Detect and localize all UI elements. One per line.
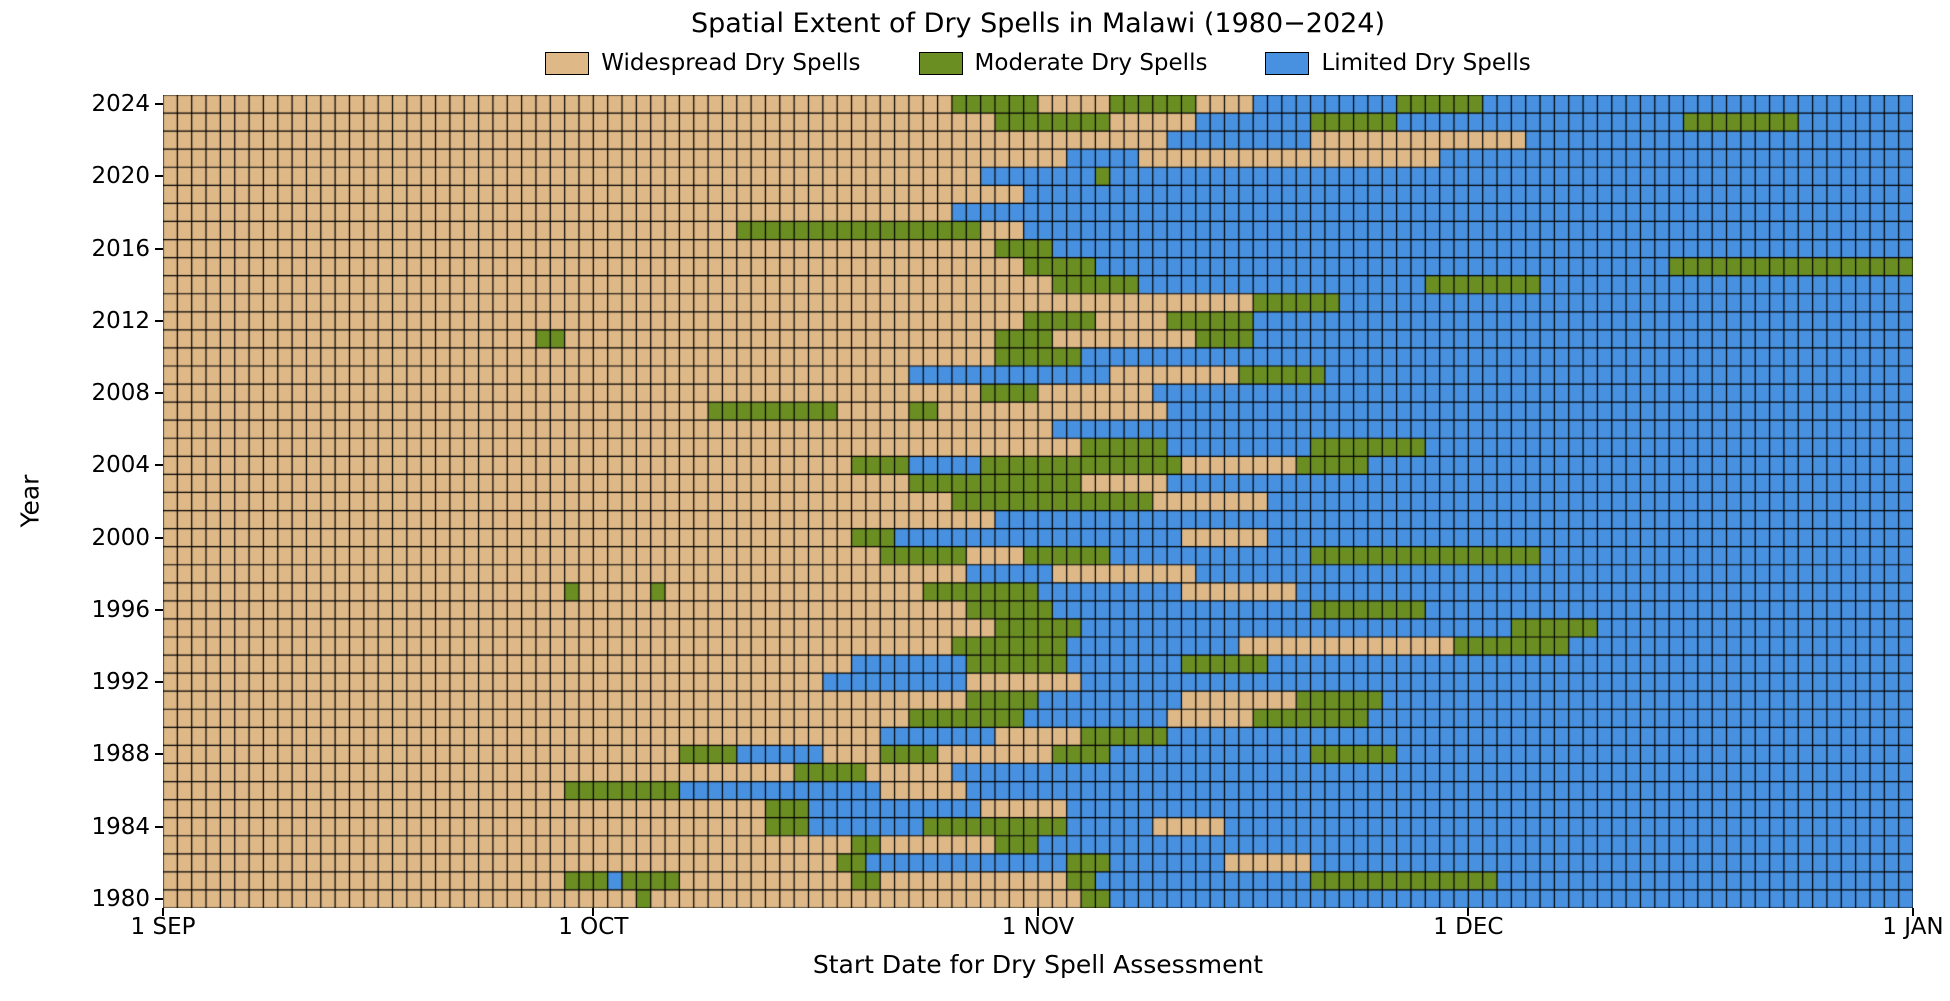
moderate-swatch-icon xyxy=(918,51,963,75)
y-tick-label: 1980 xyxy=(91,885,150,912)
x-tick-mark xyxy=(1467,908,1470,916)
legend-item-limited: Limited Dry Spells xyxy=(1265,50,1531,76)
widespread-swatch-icon xyxy=(545,51,590,75)
y-tick-mark xyxy=(155,536,163,539)
x-tick-mark xyxy=(1912,908,1914,916)
y-tick-mark xyxy=(155,103,163,106)
x-tick-mark xyxy=(162,908,164,916)
legend-label-limited: Limited Dry Spells xyxy=(1321,50,1531,76)
y-tick-label: 2012 xyxy=(91,307,150,334)
y-tick-label: 1992 xyxy=(91,669,150,696)
x-tick-mark xyxy=(592,908,595,916)
y-tick-mark xyxy=(155,319,163,322)
y-tick-label: 2008 xyxy=(91,380,150,407)
legend: Widespread Dry Spells Moderate Dry Spell… xyxy=(163,50,1913,76)
y-tick-label: 2016 xyxy=(91,235,150,262)
y-tick-mark xyxy=(155,247,163,250)
y-tick-mark xyxy=(155,825,163,828)
y-tick-mark xyxy=(155,897,163,900)
y-tick-label: 1996 xyxy=(91,596,150,623)
limited-swatch-icon xyxy=(1265,51,1310,75)
y-tick-mark xyxy=(155,681,163,684)
x-tick-label: 1 OCT xyxy=(558,914,629,940)
x-tick-label: 1 NOV xyxy=(1001,914,1075,940)
y-tick-label: 2024 xyxy=(91,91,150,118)
x-axis-label: Start Date for Dry Spell Assessment xyxy=(812,950,1264,979)
y-tick-label: 2000 xyxy=(91,524,150,551)
chart-title: Spatial Extent of Dry Spells in Malawi (… xyxy=(690,8,1386,39)
y-axis-label: Year xyxy=(15,474,45,528)
y-tick-mark xyxy=(155,753,163,756)
y-tick-mark xyxy=(155,608,163,611)
y-tick-mark xyxy=(155,175,163,178)
x-tick-label: 1 JAN xyxy=(1882,914,1944,940)
y-tick-label: 1988 xyxy=(91,741,150,768)
legend-label-moderate: Moderate Dry Spells xyxy=(974,50,1208,76)
legend-item-widespread: Widespread Dry Spells xyxy=(545,50,861,76)
x-tick-mark xyxy=(1037,908,1039,916)
legend-label-widespread: Widespread Dry Spells xyxy=(601,50,861,76)
x-tick-label: 1 SEP xyxy=(130,914,196,940)
y-tick-label: 1984 xyxy=(91,813,150,840)
x-tick-label: 1 DEC xyxy=(1433,914,1504,940)
y-tick-label: 2004 xyxy=(91,452,150,479)
y-tick-mark xyxy=(155,464,163,467)
legend-item-moderate: Moderate Dry Spells xyxy=(918,50,1208,76)
y-tick-mark xyxy=(155,392,163,395)
dry-spell-heatmap-canvas xyxy=(163,95,1913,908)
y-tick-label: 2020 xyxy=(91,163,150,190)
